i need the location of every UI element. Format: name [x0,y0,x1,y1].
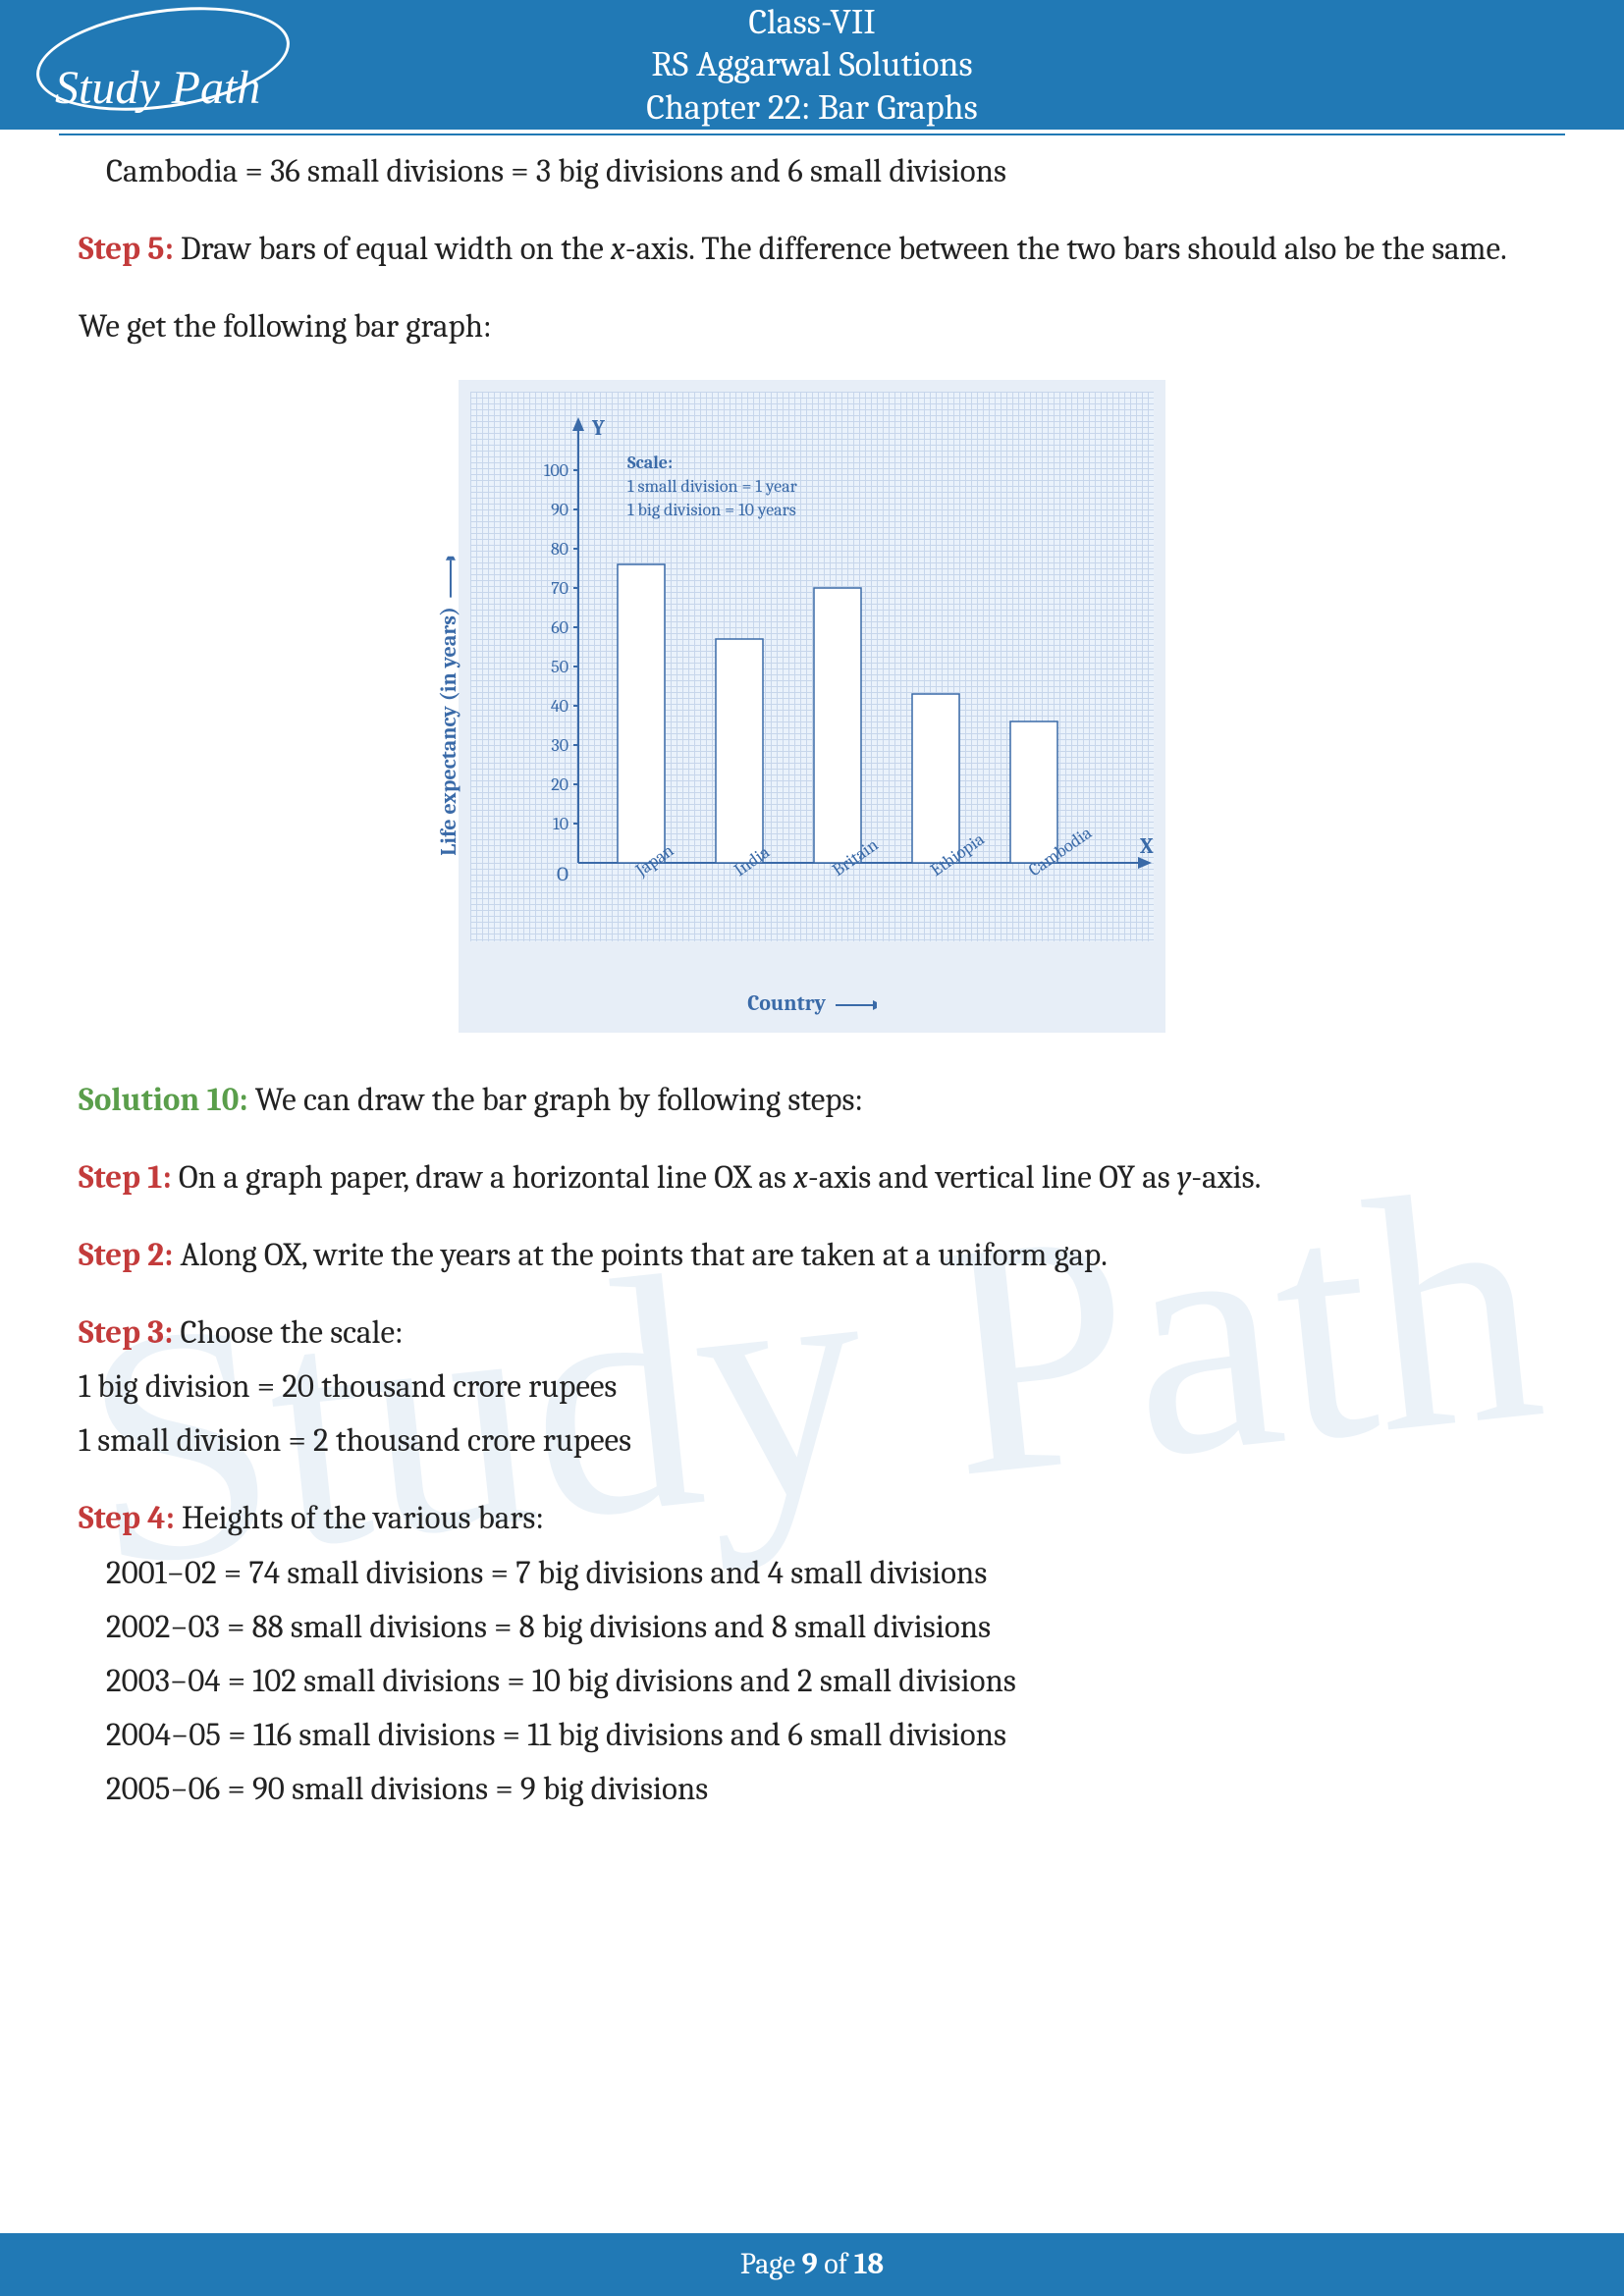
step1-x: x [793,1159,808,1197]
step4-r5: 2005−06 = 90 small divisions = 9 big div… [79,1765,1545,1815]
step1-text: On a graph paper, draw a horizontal line… [172,1159,793,1197]
page-content: Cambodia = 36 small divisions = 3 big di… [79,147,1545,1819]
we-get-line: We get the following bar graph: [79,302,1545,352]
chart-grid: YXO102030405060708090100JapanIndiaBritai… [470,392,1154,941]
page-footer: Page 9 of 18 [0,2233,1624,2296]
step2-label: Step 2: [79,1237,173,1274]
svg-text:10: 10 [553,814,568,834]
solution10-para: Solution 10: We can draw the bar graph b… [79,1076,1545,1126]
step4-r2: 2002−03 = 88 small divisions = 8 big div… [79,1603,1545,1653]
svg-text:O: O [557,863,568,885]
svg-text:X: X [1140,833,1154,859]
step3-text: Choose the scale: [173,1314,403,1352]
step1-text3: -axis. [1191,1159,1261,1197]
svg-text:1 small division = 1 year: 1 small division = 1 year [627,476,798,497]
step1-para: Step 1: On a graph paper, draw a horizon… [79,1153,1545,1203]
step5-text: Draw bars of equal width on the [174,231,611,268]
solution10-label: Solution 10: [79,1082,248,1119]
step1-y: y [1177,1159,1191,1197]
footer-pre: Page [740,2247,802,2281]
header-class: Class-VII [646,1,977,43]
header-book: RS Aggarwal Solutions [646,43,977,85]
footer-num: 9 [802,2247,818,2281]
step5-label: Step 5: [79,231,174,268]
step3-para: Step 3: Choose the scale: [79,1308,1545,1359]
svg-text:90: 90 [551,500,568,520]
svg-text:20: 20 [551,774,568,795]
step5-x: x [611,231,625,268]
solution10-text: We can draw the bar graph by following s… [248,1082,864,1119]
svg-text:80: 80 [551,539,568,560]
logo-text: Study Path [55,61,260,115]
step4-r4: 2004−05 = 116 small divisions = 11 big d… [79,1711,1545,1761]
header-chapter: Chapter 22: Bar Graphs [646,86,977,129]
header-titles: Class-VII RS Aggarwal Solutions Chapter … [646,1,977,129]
svg-text:100: 100 [544,460,568,481]
svg-text:30: 30 [551,735,568,756]
footer-total: 18 [854,2247,884,2281]
step5-text2: -axis. The difference between the two ba… [625,231,1507,268]
step1-label: Step 1: [79,1159,172,1197]
chart-svg: YXO102030405060708090100JapanIndiaBritai… [470,392,1154,941]
step5-para: Step 5: Draw bars of equal width on the … [79,225,1545,275]
cambodia-line: Cambodia = 36 small divisions = 3 big di… [79,147,1545,197]
footer-mid: of [818,2247,854,2281]
step3-label: Step 3: [79,1314,173,1352]
svg-text:50: 50 [551,657,568,677]
step2-para: Step 2: Along OX, write the years at the… [79,1231,1545,1281]
header-rule [59,133,1565,135]
step4-r3: 2003−04 = 102 small divisions = 10 big d… [79,1657,1545,1707]
page-header: Study Path Class-VII RS Aggarwal Solutio… [0,0,1624,130]
step3-l1: 1 big division = 20 thousand crore rupee… [79,1362,1545,1413]
svg-text:1 big division = 10 years: 1 big division = 10 years [627,500,796,520]
y-axis-label: Life expectancy (in years) [432,557,465,856]
svg-text:Y: Y [591,415,606,441]
step4-r1: 2001−02 = 74 small divisions = 7 big div… [79,1549,1545,1599]
step3-l2: 1 small division = 2 thousand crore rupe… [79,1416,1545,1467]
bar-chart: Life expectancy (in years) YXO1020304050… [459,380,1165,1032]
step2-text: Along OX, write the years at the points … [173,1237,1108,1274]
x-axis-label: Country [470,987,1154,1020]
step4-para: Step 4: Heights of the various bars: [79,1494,1545,1544]
step4-text: Heights of the various bars: [175,1500,544,1537]
logo: Study Path [35,10,291,118]
svg-text:60: 60 [551,617,568,638]
svg-text:70: 70 [551,578,568,599]
step1-text2: -axis and vertical line OY as [808,1159,1177,1197]
svg-text:40: 40 [551,696,568,717]
svg-text:Scale:: Scale: [627,453,673,473]
step4-label: Step 4: [79,1500,175,1537]
